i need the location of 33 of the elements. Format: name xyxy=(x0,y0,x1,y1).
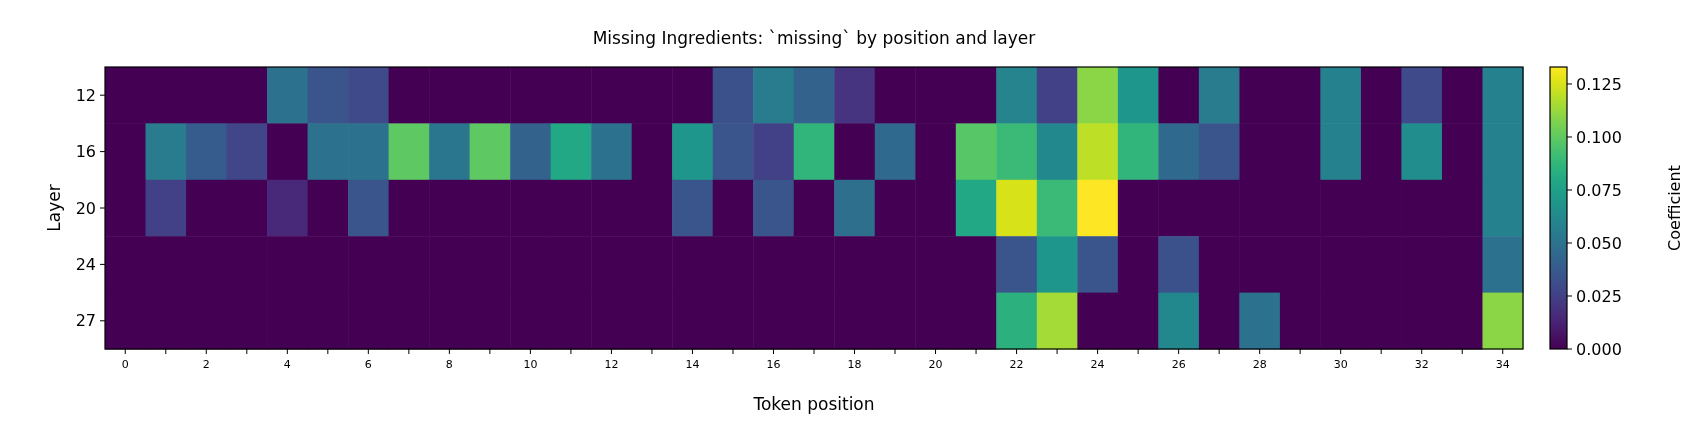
chart-title: Missing Ingredients: `missing` by position and layer xyxy=(592,28,1036,48)
y-tick-label: 24 xyxy=(75,255,96,274)
x-tick-label: 18 xyxy=(847,358,862,371)
y-tick-label: 20 xyxy=(75,198,96,218)
x-tick-label: 14 xyxy=(685,358,700,371)
x-tick-label: 2 xyxy=(202,358,210,371)
x-tick-label: 24 xyxy=(1090,358,1105,371)
color-bar-label: 0.050 xyxy=(1576,233,1622,253)
color-bar-title: Coefficient xyxy=(1665,165,1684,251)
x-tick-label: 30 xyxy=(1333,358,1348,371)
color-bar-label: 0.000 xyxy=(1576,339,1622,359)
y-axis-title: Layer xyxy=(44,184,64,232)
color-bar-label: 0.125 xyxy=(1576,74,1622,94)
x-tick-label: 8 xyxy=(445,358,453,371)
x-tick-label: 16 xyxy=(766,358,781,371)
x-tick-label: 32 xyxy=(1414,358,1429,371)
x-tick-label: 26 xyxy=(1171,358,1186,371)
y-tick-label: 27 xyxy=(75,311,96,331)
x-tick-label: 12 xyxy=(604,358,619,371)
color-bar-label: 0.025 xyxy=(1576,286,1622,306)
y-tick-label: 12 xyxy=(75,85,96,105)
x-tick-label: 22 xyxy=(1009,358,1024,371)
x-tick-label: 6 xyxy=(364,358,372,371)
x-axis-title: Token position xyxy=(752,394,875,414)
x-tick-label: 10 xyxy=(523,358,538,371)
x-tick-label: 0 xyxy=(121,358,129,371)
y-tick-label: 16 xyxy=(75,142,96,162)
x-tick-label: 28 xyxy=(1252,358,1267,371)
x-tick-label: 34 xyxy=(1495,358,1510,371)
color-bar-label: 0.075 xyxy=(1576,180,1622,200)
color-bar-label: 0.100 xyxy=(1576,127,1622,147)
x-tick-label: 20 xyxy=(928,358,943,371)
x-tick-label: 4 xyxy=(283,358,291,371)
